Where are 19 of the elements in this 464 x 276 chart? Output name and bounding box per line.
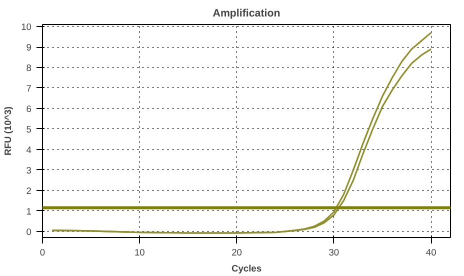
y-tick-label: 2 xyxy=(26,186,32,196)
y-tick-label: 3 xyxy=(26,165,32,176)
y-tick-label: 0 xyxy=(26,226,32,237)
y-tick-label: 5 xyxy=(26,124,32,134)
y-tick-label: 8 xyxy=(26,63,32,74)
y-axis-title: RFU (10^3) xyxy=(3,106,14,156)
y-tick-label: 4 xyxy=(26,144,32,155)
x-tick-label: 0 xyxy=(40,248,46,258)
x-tick-label: 10 xyxy=(134,248,145,258)
y-tick-label: 10 xyxy=(21,22,32,32)
x-tick-label: 30 xyxy=(328,248,340,258)
x-tick-label: 40 xyxy=(426,248,436,258)
y-tick-label: 7 xyxy=(26,83,32,94)
x-axis-title: Cycles xyxy=(231,264,262,274)
y-tick-label: 9 xyxy=(26,42,32,53)
chart-title: Amplification xyxy=(212,8,280,20)
y-tick-label: 1 xyxy=(26,206,32,216)
x-tick-label: 20 xyxy=(232,248,242,258)
y-tick-label: 6 xyxy=(26,104,32,114)
